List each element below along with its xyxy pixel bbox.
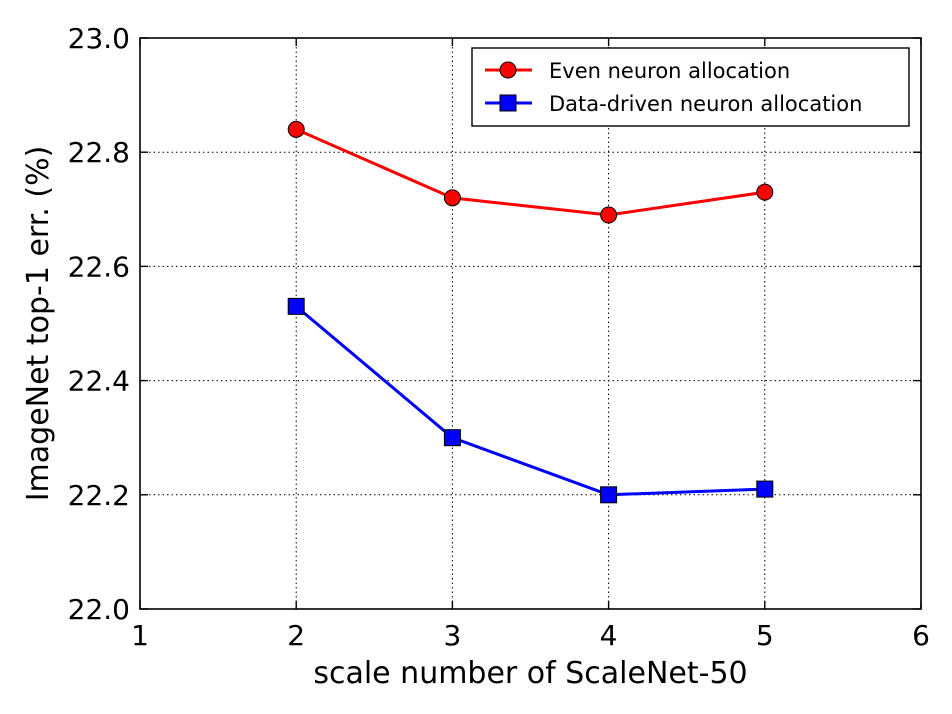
data-point xyxy=(443,189,461,207)
x-axis-label: scale number of ScaleNet-50 xyxy=(313,656,747,691)
legend: Even neuron allocation Data-driven neuron… xyxy=(471,47,910,127)
data-point xyxy=(756,183,774,201)
data-point xyxy=(287,120,305,138)
legend-entry: Data-driven neuron allocation xyxy=(485,92,862,116)
x-tick-label: 2 xyxy=(287,619,305,652)
x-tick-label: 3 xyxy=(443,619,461,652)
y-tick-label: 22.8 xyxy=(68,136,130,169)
series-line xyxy=(295,127,766,217)
data-point xyxy=(756,480,774,498)
y-tick-label: 22.6 xyxy=(68,250,130,283)
tick-labels: 1 2 3 4 5 6 22.0 22.2 22.4 22.6 22.8 23.0 xyxy=(68,22,930,652)
x-tick-label: 4 xyxy=(600,619,618,652)
legend-box xyxy=(471,47,910,127)
y-tick-label: 22.4 xyxy=(68,365,130,398)
legend-entry: Even neuron allocation xyxy=(485,59,790,83)
y-tick-label: 22.2 xyxy=(68,479,130,512)
y-axis-label: ImageNet top-1 err. (%) xyxy=(21,146,56,502)
plot-frame xyxy=(139,37,922,610)
x-tick-label: 6 xyxy=(912,619,930,652)
y-tick-label: 22.0 xyxy=(68,593,130,626)
data-point xyxy=(287,297,305,315)
series-layer xyxy=(287,120,774,504)
series-1 xyxy=(287,120,774,224)
legend-label: Even neuron allocation xyxy=(549,59,790,83)
legend-marker xyxy=(499,94,517,112)
legend-marker xyxy=(499,61,517,79)
series-2 xyxy=(287,297,774,504)
legend-label: Data-driven neuron allocation xyxy=(549,92,862,116)
ticks xyxy=(139,37,922,610)
data-point xyxy=(443,429,461,447)
x-tick-label: 1 xyxy=(131,619,149,652)
series-line xyxy=(295,305,765,497)
data-point xyxy=(600,486,618,504)
x-tick-label: 5 xyxy=(756,619,774,652)
data-point xyxy=(600,206,618,224)
y-tick-label: 23.0 xyxy=(68,22,130,55)
